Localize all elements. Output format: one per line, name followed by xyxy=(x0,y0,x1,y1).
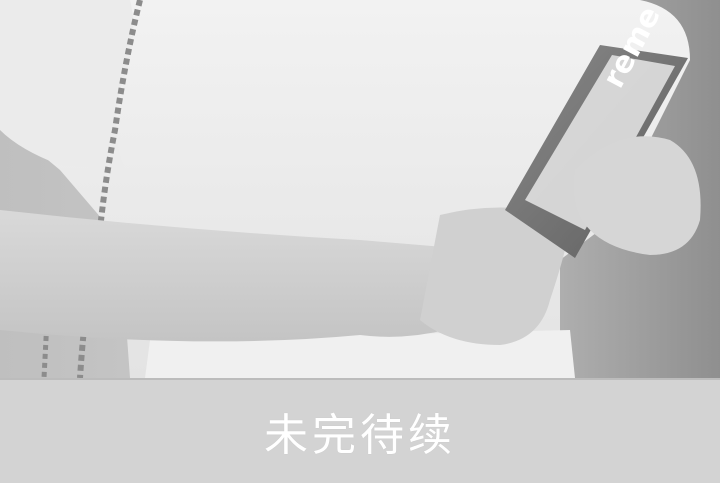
caption-bar: 未完待续 xyxy=(0,378,720,483)
right-hand xyxy=(420,207,572,345)
left-hand xyxy=(574,136,701,255)
caption-text: 未完待续 xyxy=(264,409,456,461)
photo-illustration: reme xyxy=(0,0,720,378)
arm xyxy=(0,210,520,342)
pants xyxy=(145,330,575,378)
shirt-sleeve xyxy=(0,0,134,170)
photo: reme xyxy=(0,0,720,378)
